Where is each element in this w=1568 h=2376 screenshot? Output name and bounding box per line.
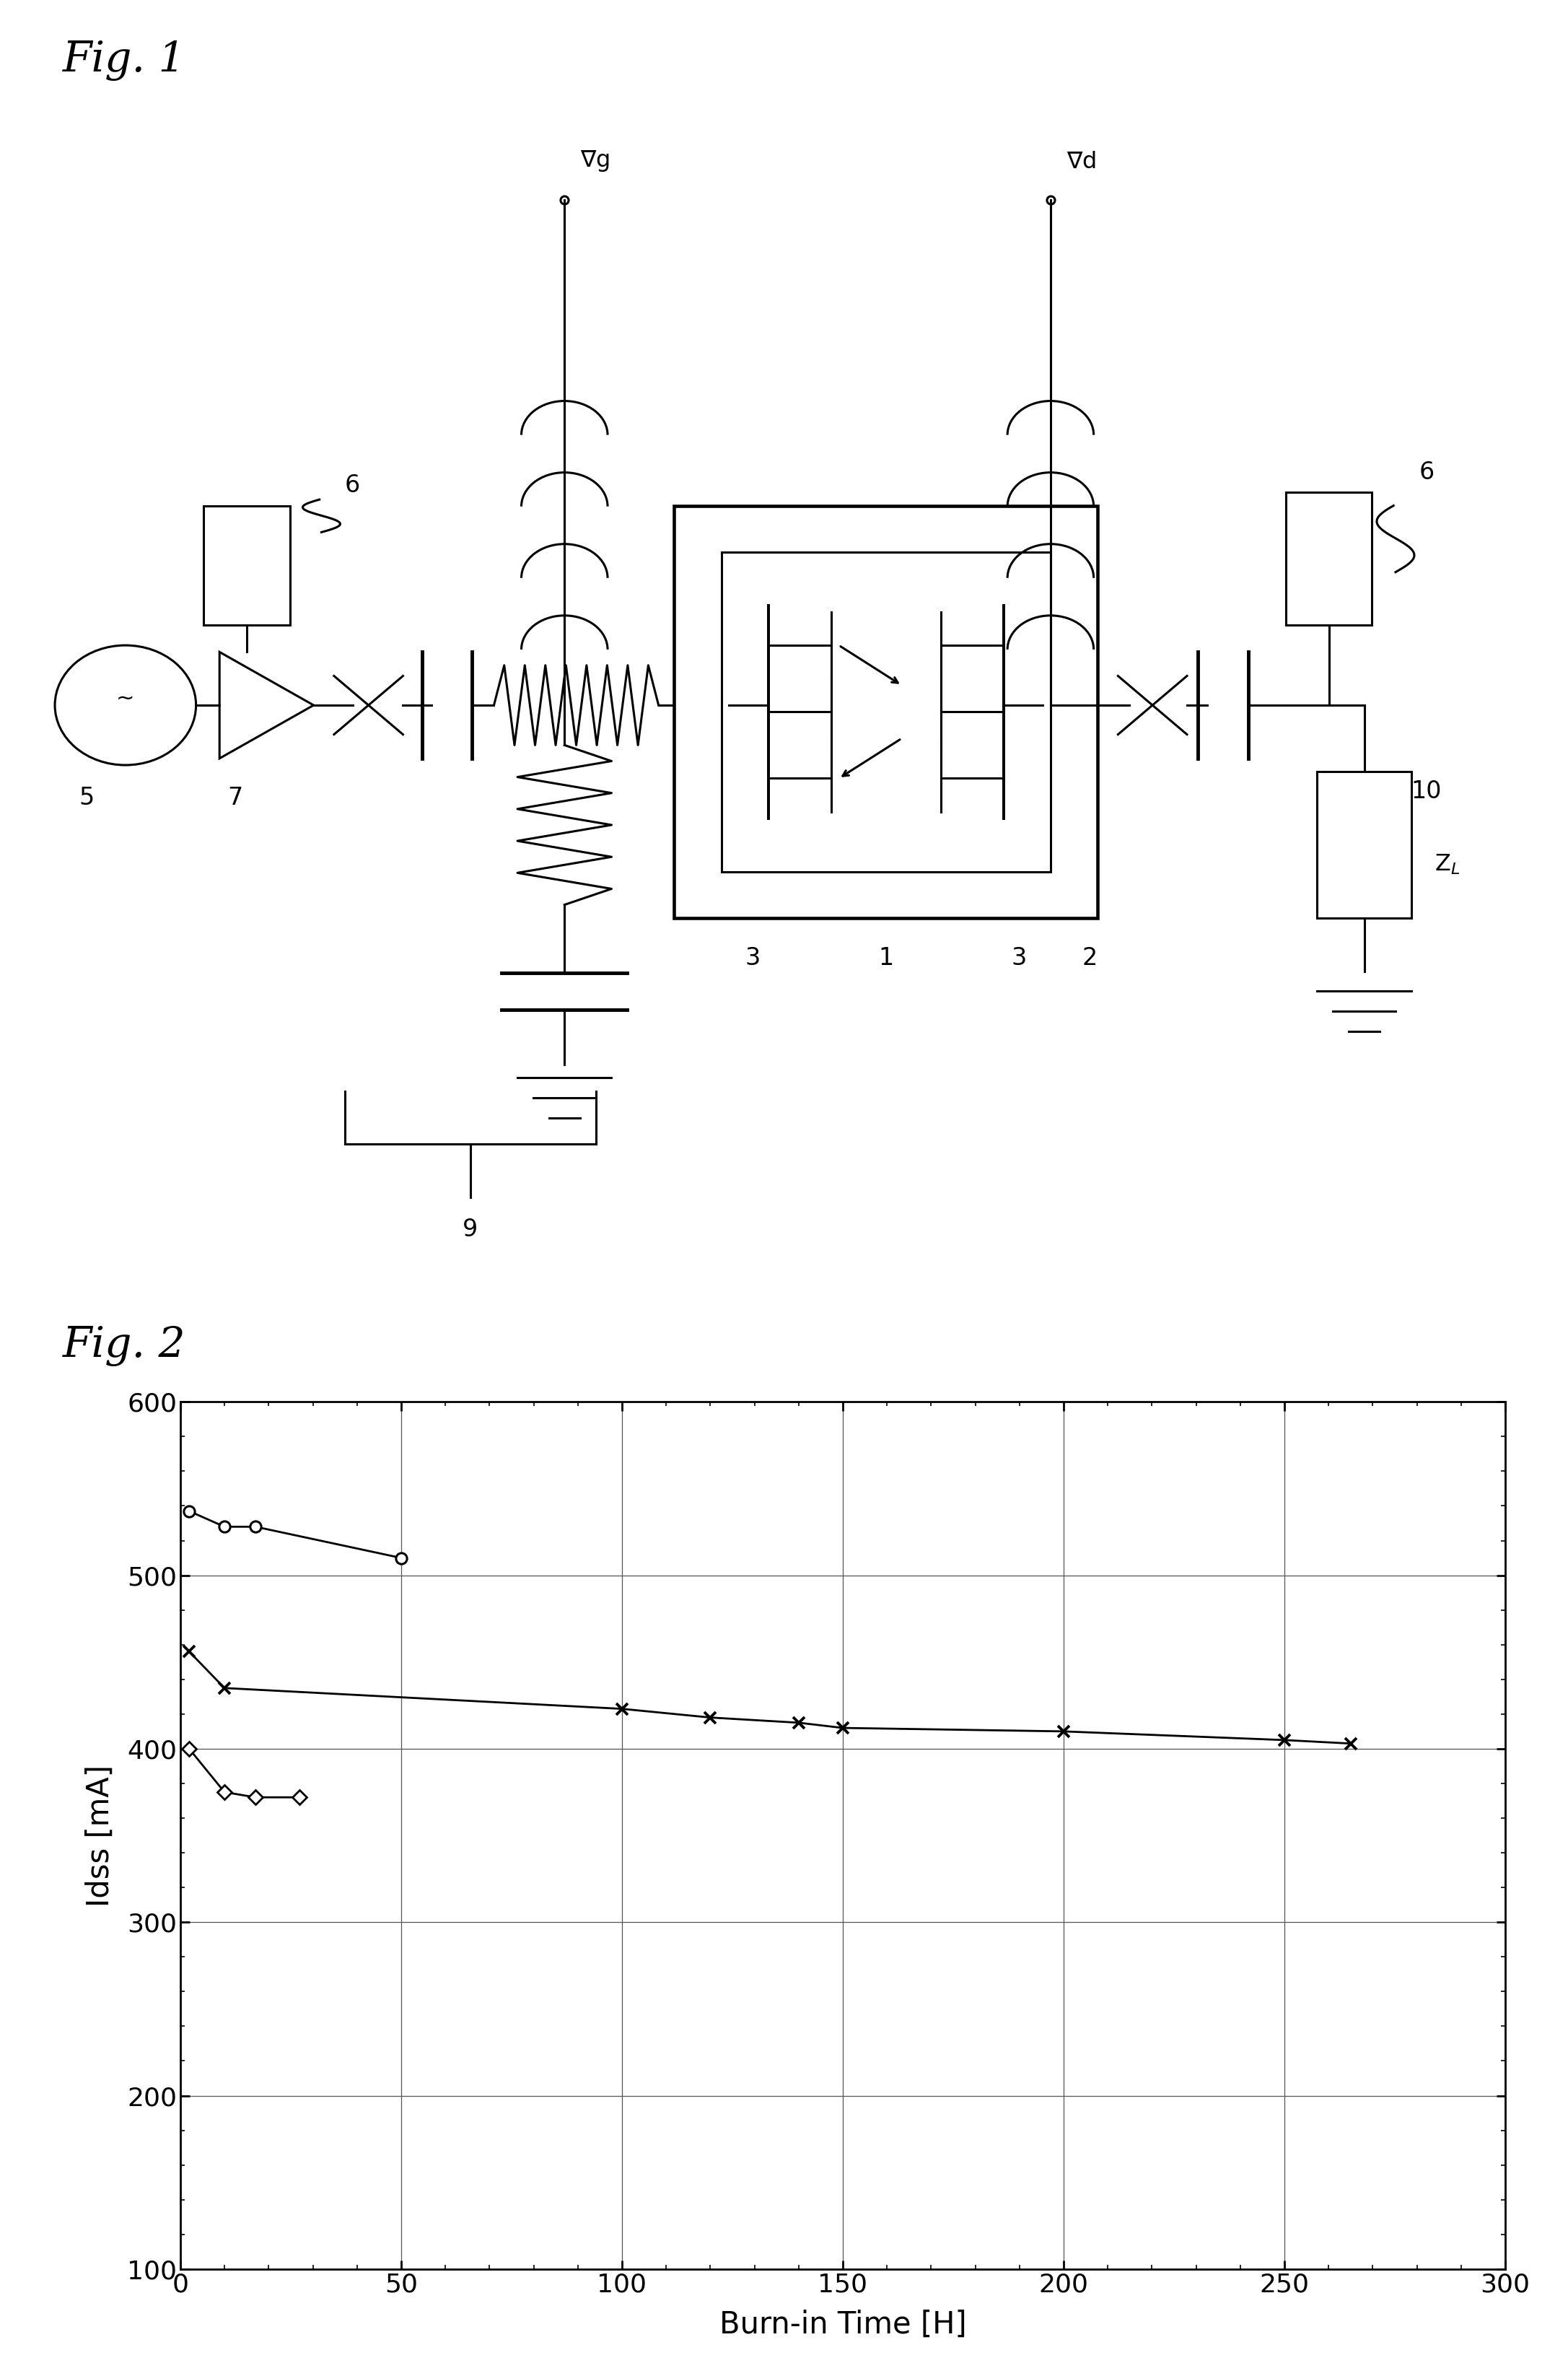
Text: 10: 10 <box>1411 779 1443 803</box>
Text: Fig. 2: Fig. 2 <box>63 1326 187 1366</box>
Bar <box>674 506 1098 917</box>
Bar <box>1317 772 1411 917</box>
Text: 2: 2 <box>1082 946 1098 969</box>
Text: $\nabla$g: $\nabla$g <box>580 147 610 173</box>
Bar <box>1286 492 1372 625</box>
Text: Z$_L$: Z$_L$ <box>1435 853 1460 877</box>
Text: $\nabla$d: $\nabla$d <box>1066 150 1096 173</box>
Text: 5: 5 <box>78 786 94 810</box>
Text: 3: 3 <box>1011 946 1027 969</box>
Bar <box>204 506 290 625</box>
Text: ~: ~ <box>116 689 135 708</box>
Text: 7: 7 <box>227 786 243 810</box>
Y-axis label: Idss [mA]: Idss [mA] <box>85 1765 114 1906</box>
Bar <box>721 551 1051 872</box>
Text: 3: 3 <box>745 946 760 969</box>
Text: 6: 6 <box>345 473 361 497</box>
Text: Fig. 1: Fig. 1 <box>63 40 187 81</box>
Text: 6: 6 <box>1419 461 1435 485</box>
X-axis label: Burn-in Time [H]: Burn-in Time [H] <box>720 2309 966 2340</box>
Text: 9: 9 <box>463 1217 478 1240</box>
Text: 1: 1 <box>878 946 894 969</box>
